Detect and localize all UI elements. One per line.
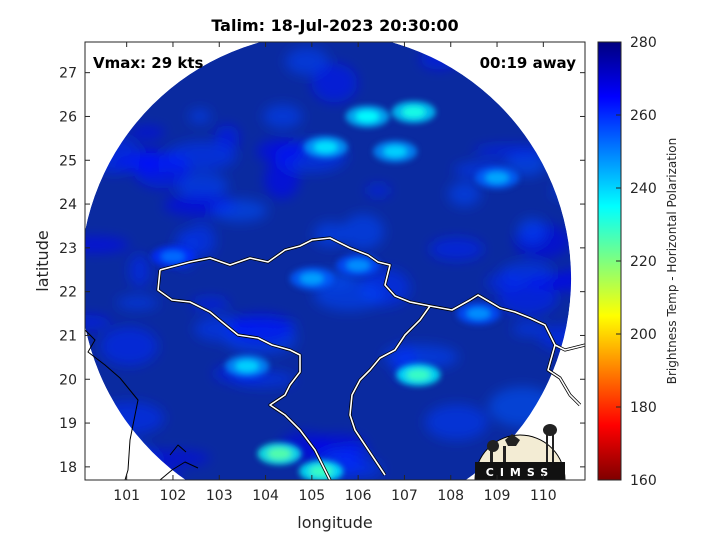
swath-texture-blob [425,404,488,441]
x-tick-label: 108 [437,488,464,504]
swath-texture-blob [188,109,211,124]
colorbar-ticks: 160 180 200 220 240 260 280 [616,35,657,489]
x-tick-label: 104 [252,488,279,504]
x-tick-label: 107 [391,488,418,504]
warm-spot [299,272,324,285]
warm-spot [355,110,380,123]
swath-texture-blob [311,63,358,103]
y-tick-label: 25 [59,153,77,169]
border-line-lake [169,444,187,456]
warm-spot [383,145,408,158]
colorbar-label: Brightness Temp - Horizontal Polarizatio… [665,138,679,385]
warm-spot [485,171,510,184]
swath-texture-blob [285,47,329,76]
x-axis-label: longitude [297,513,372,532]
swath-texture-blob [85,315,111,330]
swath-texture-blob [524,275,570,291]
colorbar-tick-label: 180 [630,400,657,416]
swath-texture-blob [85,236,130,253]
swath-texture-blob [505,151,547,177]
colorbar-tick-label: 280 [630,35,657,51]
warm-spots [150,101,520,480]
swath-texture-blob [517,218,547,244]
y-tick-label: 23 [59,241,77,257]
y-tick-label: 22 [59,285,77,301]
swath-texture-blob [313,280,385,311]
swath-texture-blob [512,322,546,336]
colorbar-tick-label: 220 [630,254,657,270]
swath-texture-blob [130,126,165,139]
warm-spot [466,307,491,320]
swath-texture-blob [365,184,391,197]
swath-texture-blob [553,267,572,293]
swath-texture-blob [212,199,268,222]
time-away-annotation: 00:19 away [480,54,577,72]
border-line-west [85,329,139,480]
logo-text: CIMSS [486,466,554,479]
swath-texture-blob [342,214,385,250]
swath-texture-blob [176,172,229,199]
swath-texture-blob [448,181,481,207]
border-line-south [159,461,199,480]
colorbar-tick-label: 200 [630,327,657,343]
swath-texture-blob [114,153,190,173]
swath-texture-blob [429,237,484,261]
coastlines [85,236,585,480]
warm-spot [401,106,426,119]
y-tick-label: 27 [59,66,77,82]
chart-title: Talim: 18-Jul-2023 20:30:00 [211,16,458,35]
y-axis: 18 19 20 21 22 23 24 25 26 27 [59,66,585,476]
swath-texture-blob [256,139,305,164]
swath-texture-blob [116,296,159,310]
warm-spot [235,360,260,373]
warm-spot [160,250,185,263]
axes-box [84,41,586,481]
warm-spot [313,141,338,154]
plot-area: CIMSS Vmax: 29 kts 00:19 away [85,42,585,480]
swath-texture-blob [129,254,150,288]
x-tick-label: 105 [298,488,325,504]
y-tick-label: 19 [59,416,77,432]
y-tick-label: 18 [59,460,77,476]
colorbar-tick-label: 260 [630,108,657,124]
x-tick-label: 102 [160,488,187,504]
swath-texture-blob [473,144,545,158]
warm-spot [346,259,371,272]
x-tick-label: 101 [113,488,140,504]
swath-texture-blob [100,326,158,366]
x-tick-label: 103 [206,488,233,504]
vmax-annotation: Vmax: 29 kts [93,54,203,72]
swath-texture-blob [264,160,300,199]
warm-spot [309,465,334,478]
cimss-logo: CIMSS [474,424,566,480]
warm-spot [406,368,431,381]
y-axis-label: latitude [33,230,52,291]
colorbar-tick-label: 160 [630,473,657,489]
swath-texture-blob [263,104,303,129]
y-tick-label: 26 [59,109,77,125]
x-tick-label: 109 [484,488,511,504]
colorbar-tick-label: 240 [630,181,657,197]
x-axis: 101 102 103 104 105 106 107 108 109 110 [113,42,557,504]
x-tick-label: 106 [345,488,372,504]
swath-texture-blob [340,444,370,470]
y-tick-label: 21 [59,328,77,344]
warm-spot [267,447,292,460]
swath-texture-blob [538,325,572,350]
x-tick-label: 110 [530,488,557,504]
y-tick-label: 24 [59,197,77,213]
y-tick-label: 20 [59,372,77,388]
